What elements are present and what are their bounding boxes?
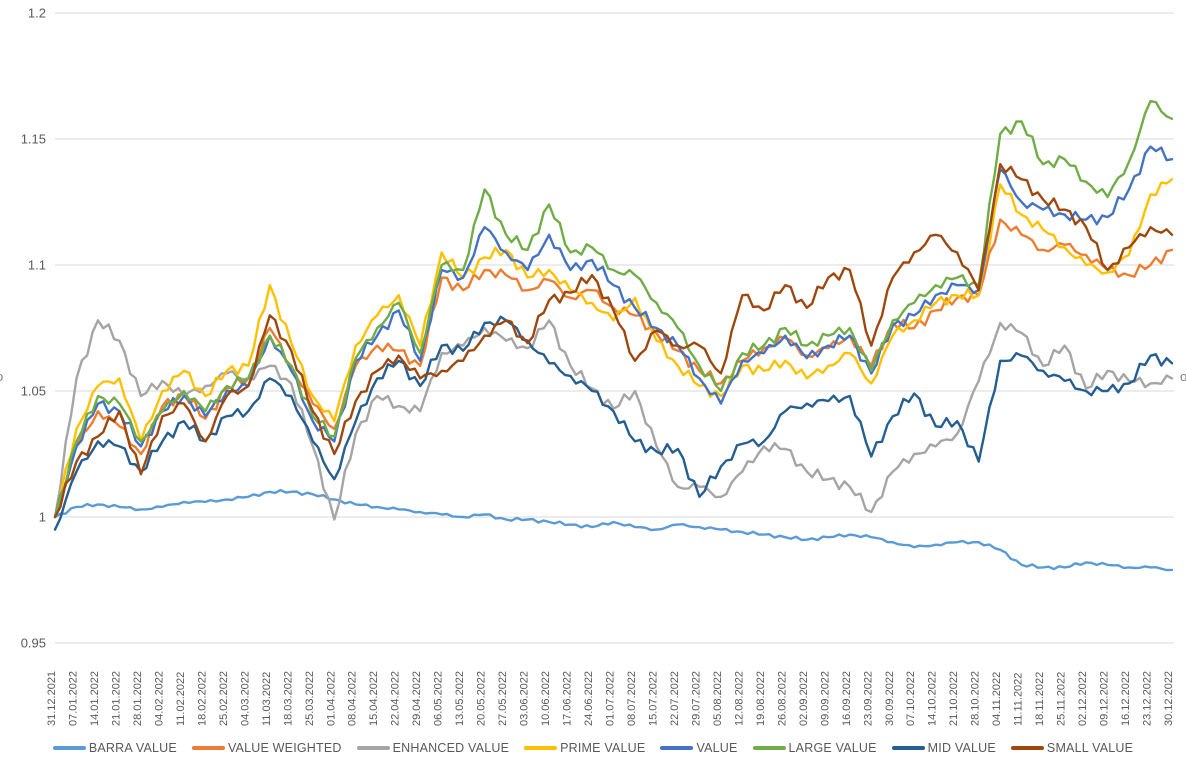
x-tick-label: 09.12.2022	[1099, 671, 1111, 726]
x-tick-label: 07.01.2022	[67, 671, 79, 726]
series-line-value-weighted[interactable]	[53, 218, 1174, 519]
y-tick-label: 1.2	[28, 6, 46, 21]
legend-item-mid-value[interactable]: MID VALUE	[891, 741, 996, 755]
legend-label: VALUE	[696, 741, 738, 755]
x-tick-label: 18.11.2022	[1034, 672, 1046, 726]
x-tick-label: 26.08.2022	[776, 671, 788, 726]
x-tick-label: 11.03.2022	[261, 672, 273, 726]
legend-line-swatch	[524, 746, 558, 750]
x-tick-label: 01.07.2022	[605, 671, 617, 726]
x-tick-label: 22.07.2022	[669, 671, 681, 726]
x-tick-label: 30.09.2022	[884, 671, 896, 726]
x-tick-label: 20.05.2022	[476, 671, 488, 726]
x-tick-label: 17.06.2022	[562, 671, 574, 726]
legend-line-swatch	[356, 746, 390, 750]
y-tick-label: 1	[39, 510, 46, 525]
legend-item-value[interactable]: VALUE	[660, 741, 737, 755]
x-tick-label: 16.09.2022	[841, 671, 853, 726]
x-tick-label: 02.12.2022	[1077, 671, 1089, 726]
x-tick-label: 09.09.2022	[819, 671, 831, 726]
x-tick-label: 23.09.2022	[862, 671, 874, 726]
legend-item-large-value[interactable]: LARGE VALUE	[752, 741, 877, 755]
x-tick-label: 15.07.2022	[647, 671, 659, 726]
x-tick-label: 04.03.2022	[239, 671, 251, 726]
x-tick-label: 22.04.2022	[390, 671, 402, 726]
x-tick-label: 03.06.2022	[519, 671, 531, 726]
series-line-barra-value[interactable]	[53, 488, 1174, 572]
y-tick-label: 1.1	[28, 258, 46, 273]
series-line-mid-value[interactable]	[53, 315, 1174, 531]
series-line-small-value[interactable]	[53, 162, 1174, 519]
legend-label: VALUE WEIGHTED	[227, 741, 342, 755]
x-tick-label: 28.01.2022	[132, 671, 144, 726]
x-tick-label: 12.08.2022	[733, 671, 745, 726]
x-tick-label: 01.04.2022	[325, 671, 337, 726]
x-tick-label: 07.10.2022	[905, 671, 917, 726]
x-tick-label: 18.02.2022	[196, 671, 208, 726]
x-tick-label: 05.08.2022	[712, 671, 724, 726]
series-line-value[interactable]	[53, 145, 1174, 519]
x-tick-label: 21.01.2022	[110, 671, 122, 726]
x-tick-label: 25.03.2022	[304, 671, 316, 726]
x-tick-label: 04.02.2022	[153, 671, 165, 726]
chart-legend: BARRA VALUE VALUE WEIGHTED ENHANCED VALUE P…	[0, 741, 1186, 755]
x-tick-label: 18.03.2022	[282, 671, 294, 726]
legend-item-value-weighted[interactable]: VALUE WEIGHTED	[191, 741, 342, 755]
x-axis-labels: 31.12.2021 07.01.2022 14.01.2022 21.01.2022…	[46, 671, 1175, 726]
legend-line-swatch	[1010, 746, 1044, 750]
series-lines	[53, 99, 1174, 572]
x-tick-label: 29.04.2022	[411, 671, 423, 726]
legend-line-swatch	[660, 746, 694, 750]
x-tick-label: 21.10.2022	[948, 671, 960, 726]
y-tick-label: 1.15	[21, 132, 46, 147]
legend-label: PRIME VALUE	[560, 741, 646, 755]
legend-label: MID VALUE	[927, 741, 996, 755]
y-tick-label: 1.05	[21, 384, 46, 399]
legend-item-prime-value[interactable]: PRIME VALUE	[524, 741, 645, 755]
x-tick-label: 31.12.2021	[46, 671, 58, 726]
x-tick-label: 10.06.2022	[540, 671, 552, 726]
legend-label: SMALL VALUE	[1046, 741, 1134, 755]
legend-label: LARGE VALUE	[788, 741, 877, 755]
x-tick-label: 24.06.2022	[583, 671, 595, 726]
legend-line-swatch	[752, 746, 786, 750]
legend-line-swatch	[191, 746, 225, 750]
x-tick-label: 04.11.2022	[991, 672, 1003, 726]
legend-item-barra-value[interactable]: BARRA VALUE	[52, 741, 177, 755]
x-tick-label: 28.10.2022	[970, 671, 982, 726]
x-tick-label: 15.04.2022	[368, 671, 380, 726]
x-tick-label: 19.08.2022	[755, 671, 767, 726]
x-tick-label: 08.04.2022	[347, 671, 359, 726]
x-tick-label: 11.02.2022	[175, 672, 187, 726]
x-tick-label: 30.12.2022	[1163, 671, 1175, 726]
legend-label: ENHANCED VALUE	[392, 741, 510, 755]
legend-line-swatch	[891, 746, 925, 750]
legend-label: BARRA VALUE	[88, 741, 177, 755]
x-tick-label: 06.05.2022	[433, 671, 445, 726]
x-tick-label: 14.10.2022	[927, 671, 939, 726]
x-tick-label: 16.12.2022	[1120, 671, 1132, 726]
x-tick-label: 02.09.2022	[798, 671, 810, 726]
x-tick-label: 14.01.2022	[89, 671, 101, 726]
x-tick-label: 27.05.2022	[497, 671, 509, 726]
y-axis-labels: 1.2 1.15 1.1 1.05 1 0.95	[21, 6, 46, 651]
legend-item-small-value[interactable]: SMALL VALUE	[1010, 741, 1134, 755]
x-tick-label: 08.07.2022	[626, 671, 638, 726]
x-tick-label: 25.02.2022	[218, 671, 230, 726]
x-tick-label: 11.11.2022	[1013, 673, 1025, 726]
series-line-prime-value[interactable]	[53, 178, 1174, 519]
series-line-large-value[interactable]	[53, 99, 1174, 519]
legend-item-enhanced-value[interactable]: ENHANCED VALUE	[356, 741, 510, 755]
legend-line-swatch	[52, 746, 86, 750]
clipped-axis-text-right: o	[1180, 369, 1186, 384]
y-tick-label: 0.95	[21, 636, 46, 651]
x-tick-label: 13.05.2022	[454, 671, 466, 726]
x-tick-label: 29.07.2022	[690, 671, 702, 726]
series-line-enhanced-value[interactable]	[53, 319, 1174, 521]
x-tick-label: 25.11.2022	[1056, 672, 1068, 726]
clipped-axis-text-left: o	[0, 369, 3, 384]
x-tick-label: 23.12.2022	[1142, 671, 1154, 726]
